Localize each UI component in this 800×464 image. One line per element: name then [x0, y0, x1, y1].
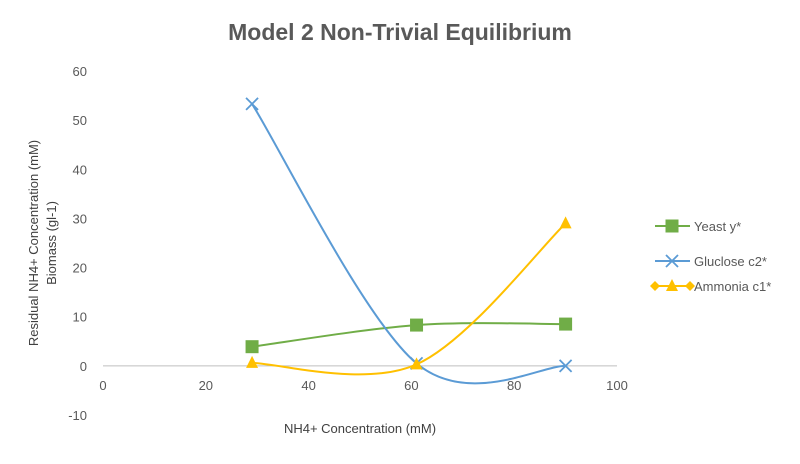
y-tick-label: 40: [73, 162, 87, 177]
data-point-marker: [558, 359, 573, 373]
series-2: [246, 216, 572, 376]
legend-diamond-icon: [685, 281, 695, 291]
legend-x-icon: [665, 254, 679, 268]
y-tick-label: 60: [73, 64, 87, 79]
chart-title: Model 2 Non-Trivial Equilibrium: [228, 19, 572, 45]
legend-item: Yeast y*: [655, 219, 741, 234]
x-axis-label: NH4+ Concentration (mM): [284, 421, 436, 436]
legend-item: Gluclose c2*: [655, 254, 767, 269]
data-point-marker: [410, 357, 423, 370]
legend-label: Yeast y*: [694, 219, 741, 234]
legend-square-icon: [665, 219, 679, 233]
series-line: [251, 322, 566, 348]
x-tick-label: 40: [301, 378, 315, 393]
x-tick-label: 0: [99, 378, 106, 393]
data-point-marker: [245, 340, 259, 354]
series-line: [252, 222, 567, 376]
data-point-marker: [559, 216, 572, 229]
legend-diamond-icon: [650, 281, 660, 291]
legend-label: Gluclose c2*: [694, 254, 767, 269]
x-tick-label: 60: [404, 378, 418, 393]
x-tick-label: 20: [199, 378, 213, 393]
y-tick-label: 20: [73, 261, 87, 276]
y-tick-label: -10: [68, 408, 87, 423]
legend-label: Ammonia c1*: [694, 279, 771, 294]
y-axis-label-line2: Biomass (gl-1): [44, 201, 59, 285]
y-tick-label: 30: [73, 211, 87, 226]
y-tick-label: 10: [73, 310, 87, 325]
x-tick-label: 80: [507, 378, 521, 393]
data-point-marker: [245, 97, 259, 111]
series-0: [245, 317, 573, 354]
legend-item: Ammonia c1*: [650, 279, 771, 294]
data-point-marker: [246, 355, 259, 368]
x-tick-label: 100: [606, 378, 628, 393]
y-tick-label: 50: [73, 113, 87, 128]
data-point-marker: [410, 318, 424, 332]
series-line: [251, 103, 566, 385]
y-tick-label: 0: [80, 359, 87, 374]
data-point-marker: [559, 317, 573, 331]
legend-triangle-icon: [666, 279, 678, 291]
y-axis-label-line1: Residual NH4+ Concentration (mM): [26, 140, 41, 346]
